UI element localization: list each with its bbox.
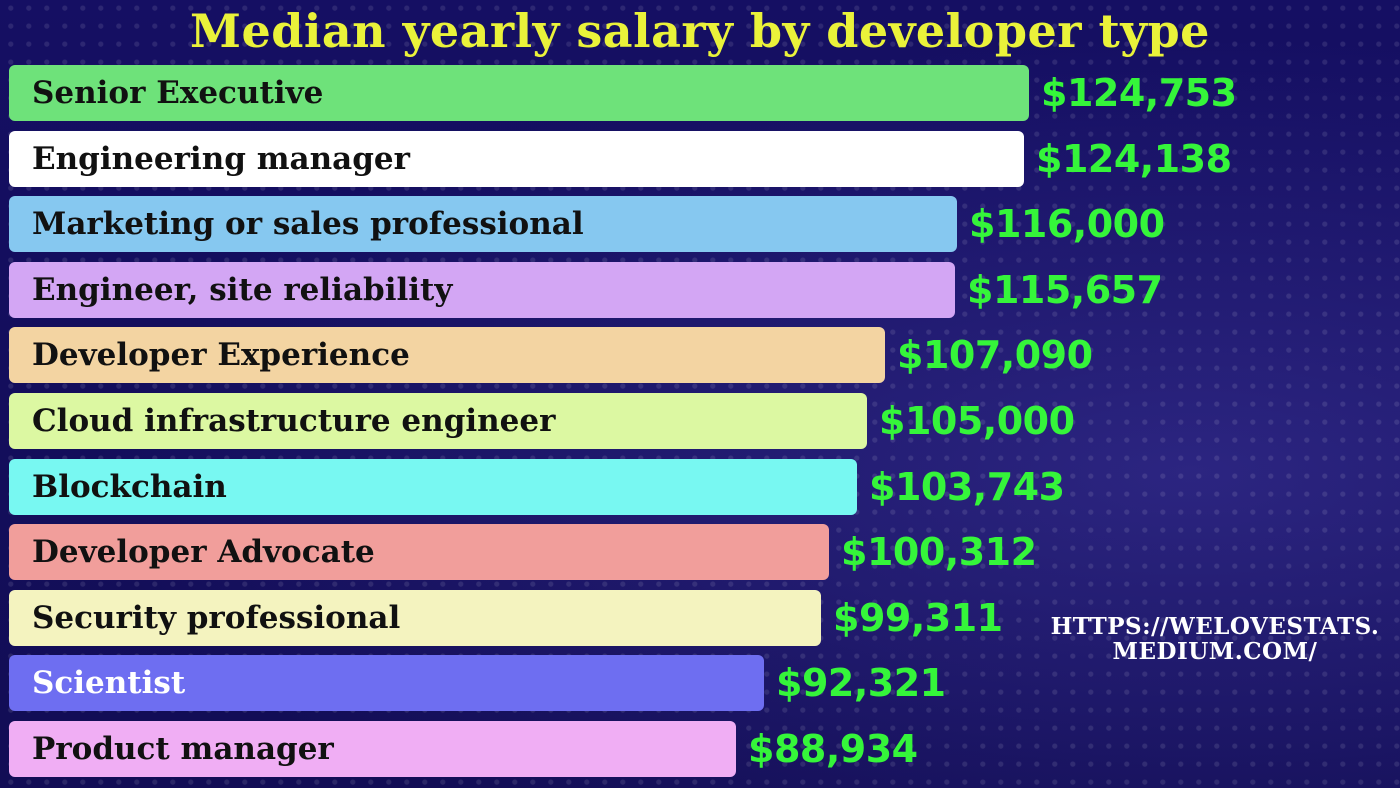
bar-value-label: $105,000	[879, 399, 1075, 443]
bar	[9, 262, 955, 318]
bar	[9, 327, 885, 383]
bar-value-label: $88,934	[748, 727, 918, 771]
bar-value-label: $99,311	[833, 596, 1003, 640]
bar-label: Blockchain	[32, 469, 227, 505]
bar-value-label: $103,743	[869, 465, 1065, 509]
bar-label: Scientist	[32, 665, 186, 701]
bar-value-label: $115,657	[967, 268, 1163, 312]
bar-label: Engineering manager	[32, 141, 410, 177]
bar	[9, 655, 764, 711]
bar-value-label: $116,000	[969, 202, 1165, 246]
bar-value-label: $100,312	[841, 530, 1037, 574]
bar-value-label: $124,138	[1036, 137, 1232, 181]
bar-value-label: $124,753	[1041, 71, 1237, 115]
bar	[9, 721, 736, 777]
bar-label: Developer Experience	[32, 337, 410, 373]
watermark-line-1: HTTPS://WELOVESTATS.	[1050, 613, 1380, 640]
bar-label: Engineer, site reliability	[32, 272, 453, 308]
bar-label: Marketing or sales professional	[32, 206, 584, 242]
bar	[9, 393, 867, 449]
bar	[9, 196, 957, 252]
bar	[9, 131, 1024, 187]
bar-label: Cloud infrastructure engineer	[32, 403, 556, 439]
watermark-line-2: MEDIUM.COM/	[1112, 638, 1318, 665]
bar-value-label: $92,321	[776, 661, 946, 705]
bar	[9, 590, 821, 646]
bar	[9, 65, 1029, 121]
bar	[9, 524, 829, 580]
bar	[9, 459, 857, 515]
bar-label: Senior Executive	[32, 75, 324, 111]
bar-label: Product manager	[32, 731, 334, 767]
watermark: HTTPS://WELOVESTATS. MEDIUM.COM/	[1040, 614, 1390, 664]
bar-value-label: $107,090	[897, 333, 1093, 377]
chart-title: Median yearly salary by developer type	[190, 4, 1210, 58]
bar-label: Security professional	[32, 600, 401, 636]
bar-label: Developer Advocate	[32, 534, 375, 570]
